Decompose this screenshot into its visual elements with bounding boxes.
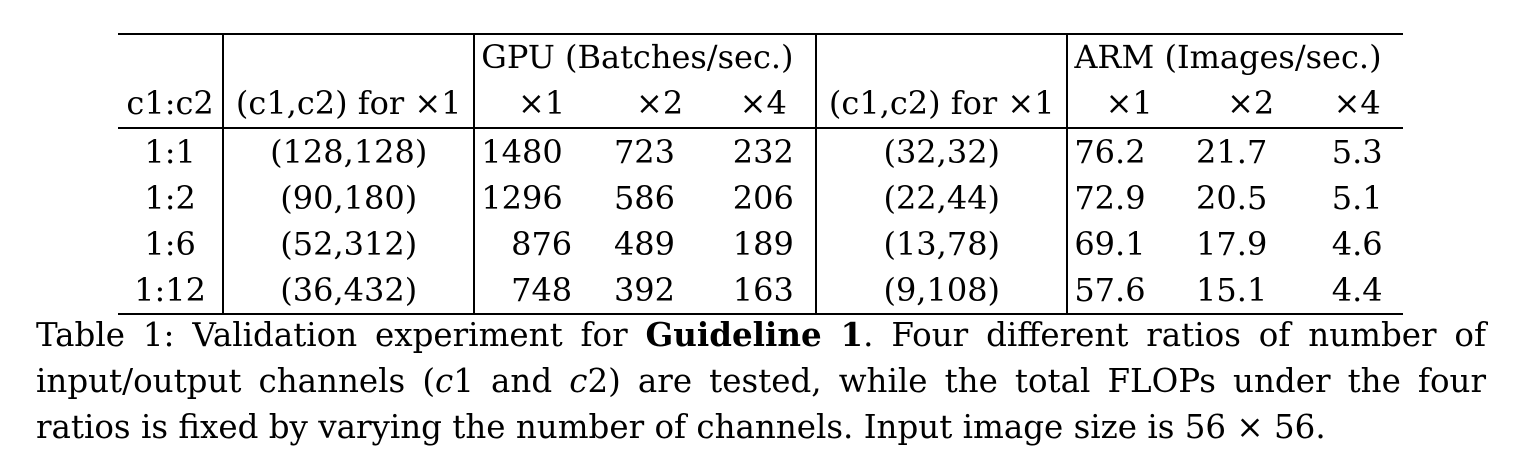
ratio-header: c1:c2 — [126, 84, 214, 122]
ratio-cell: 1:12 — [118, 267, 224, 315]
table-row: 1:1 (128,128) 1480 723 232 (32,32) 76.2 … — [118, 127, 1403, 175]
gpu-x1-cell: 1480 — [473, 127, 608, 175]
empty-header-cell — [222, 33, 475, 79]
arm-x1-cell: 76.2 — [1066, 127, 1191, 175]
arm-channels-cell: (22,44) — [815, 175, 1068, 221]
arm-x2-cell: 20.5 — [1196, 179, 1268, 217]
arm-x2-header: ×2 — [1227, 84, 1275, 122]
gpu-x1-cell: 748 — [473, 267, 608, 315]
arm-x4-cell: 4.6 — [1331, 225, 1383, 263]
arm-x1-cell: 72.9 — [1066, 175, 1191, 221]
gpu-x2-cell: 392 — [607, 267, 712, 315]
arm-channels-cell: (13,78) — [815, 221, 1068, 267]
arm-x4-cell: 5.1 — [1331, 179, 1383, 217]
gpu-x1-header: ×1 — [473, 79, 608, 128]
gpu-x4-cell: 206 — [732, 179, 794, 217]
arm-x4-header: ×4 — [1333, 84, 1381, 122]
gpu-x2-cell: 723 — [607, 127, 712, 175]
gpu-x1-cell: 876 — [473, 221, 608, 267]
caption-prefix: Table 1: Validation experiment for — [36, 316, 646, 354]
arm-x1-cell: 57.6 — [1066, 267, 1191, 315]
arm-x4-cell: 5.3 — [1311, 127, 1403, 175]
gpu-x4-header: ×4 — [739, 84, 787, 122]
gpu-channels-cell: (36,432) — [222, 267, 475, 315]
column-header-row: c1:c2 (c1,c2) for ×1 ×1 ×2 ×4 (c1,c2) fo… — [118, 79, 1403, 128]
gpu-x4-cell: 232 — [711, 127, 817, 175]
table-row: 1:2 (90,180) 1296 586 206 (22,44) 72.9 2… — [118, 175, 1403, 221]
arm-channels-cell: (9,108) — [815, 267, 1068, 315]
table-caption: Table 1: Validation experiment for Guide… — [36, 312, 1486, 450]
gpu-channels-cell: (90,180) — [222, 175, 475, 221]
gpu-x2-cell: 489 — [613, 225, 676, 263]
caption-c1-var: c — [435, 362, 454, 400]
arm-x1-cell: 69.1 — [1066, 221, 1191, 267]
gpu-channels-cell: (128,128) — [222, 127, 475, 175]
empty-header-cell — [118, 33, 224, 79]
arm-x2-cell: 21.7 — [1190, 127, 1312, 175]
caption-text-part1: . Four different ratios of number of inp… — [36, 316, 1487, 400]
gpu-x4-cell: 189 — [732, 225, 794, 263]
caption-c2-num: 2 — [587, 362, 609, 400]
caption-c1-num: 1 — [453, 362, 474, 400]
arm-x2-cell: 17.9 — [1196, 225, 1268, 263]
table-row: 1:6 (52,312) 876 489 189 (13,78) 69.1 17… — [118, 221, 1403, 267]
results-table: GPU (Batches/sec.) ARM (Images/sec.) c1:… — [118, 33, 1403, 315]
gpu-channels-header: (c1,c2) for ×1 — [222, 79, 475, 128]
group-header-row: GPU (Batches/sec.) ARM (Images/sec.) — [118, 33, 1403, 79]
results-table-container: GPU (Batches/sec.) ARM (Images/sec.) c1:… — [118, 33, 1403, 315]
arm-x2-cell: 15.1 — [1190, 267, 1312, 315]
arm-channels-cell: (32,32) — [815, 127, 1068, 175]
ratio-cell: 1:6 — [144, 225, 196, 263]
caption-and: and — [473, 362, 570, 400]
empty-header-cell — [815, 33, 1068, 79]
caption-guideline-bold: Guideline 1 — [645, 315, 864, 354]
gpu-x1-cell: 1296 — [473, 175, 608, 221]
gpu-group-header: GPU (Batches/sec.) — [473, 33, 817, 79]
ratio-cell: 1:2 — [144, 179, 196, 217]
gpu-x4-cell: 163 — [711, 267, 817, 315]
ratio-cell: 1:1 — [118, 127, 224, 175]
gpu-x2-cell: 586 — [613, 179, 676, 217]
arm-group-header: ARM (Images/sec.) — [1066, 33, 1403, 79]
caption-c2-var: c — [569, 362, 588, 400]
arm-x4-cell: 4.4 — [1311, 267, 1403, 315]
gpu-channels-cell: (52,312) — [222, 221, 475, 267]
arm-channels-header: (c1,c2) for ×1 — [815, 79, 1068, 128]
caption-text-part2: ) are tested, while the total FLOPs unde… — [36, 362, 1486, 446]
table-row: 1:12 (36,432) 748 392 163 (9,108) 57.6 1… — [118, 267, 1403, 315]
gpu-x2-header: ×2 — [636, 84, 684, 122]
arm-x1-header: ×1 — [1066, 79, 1191, 128]
